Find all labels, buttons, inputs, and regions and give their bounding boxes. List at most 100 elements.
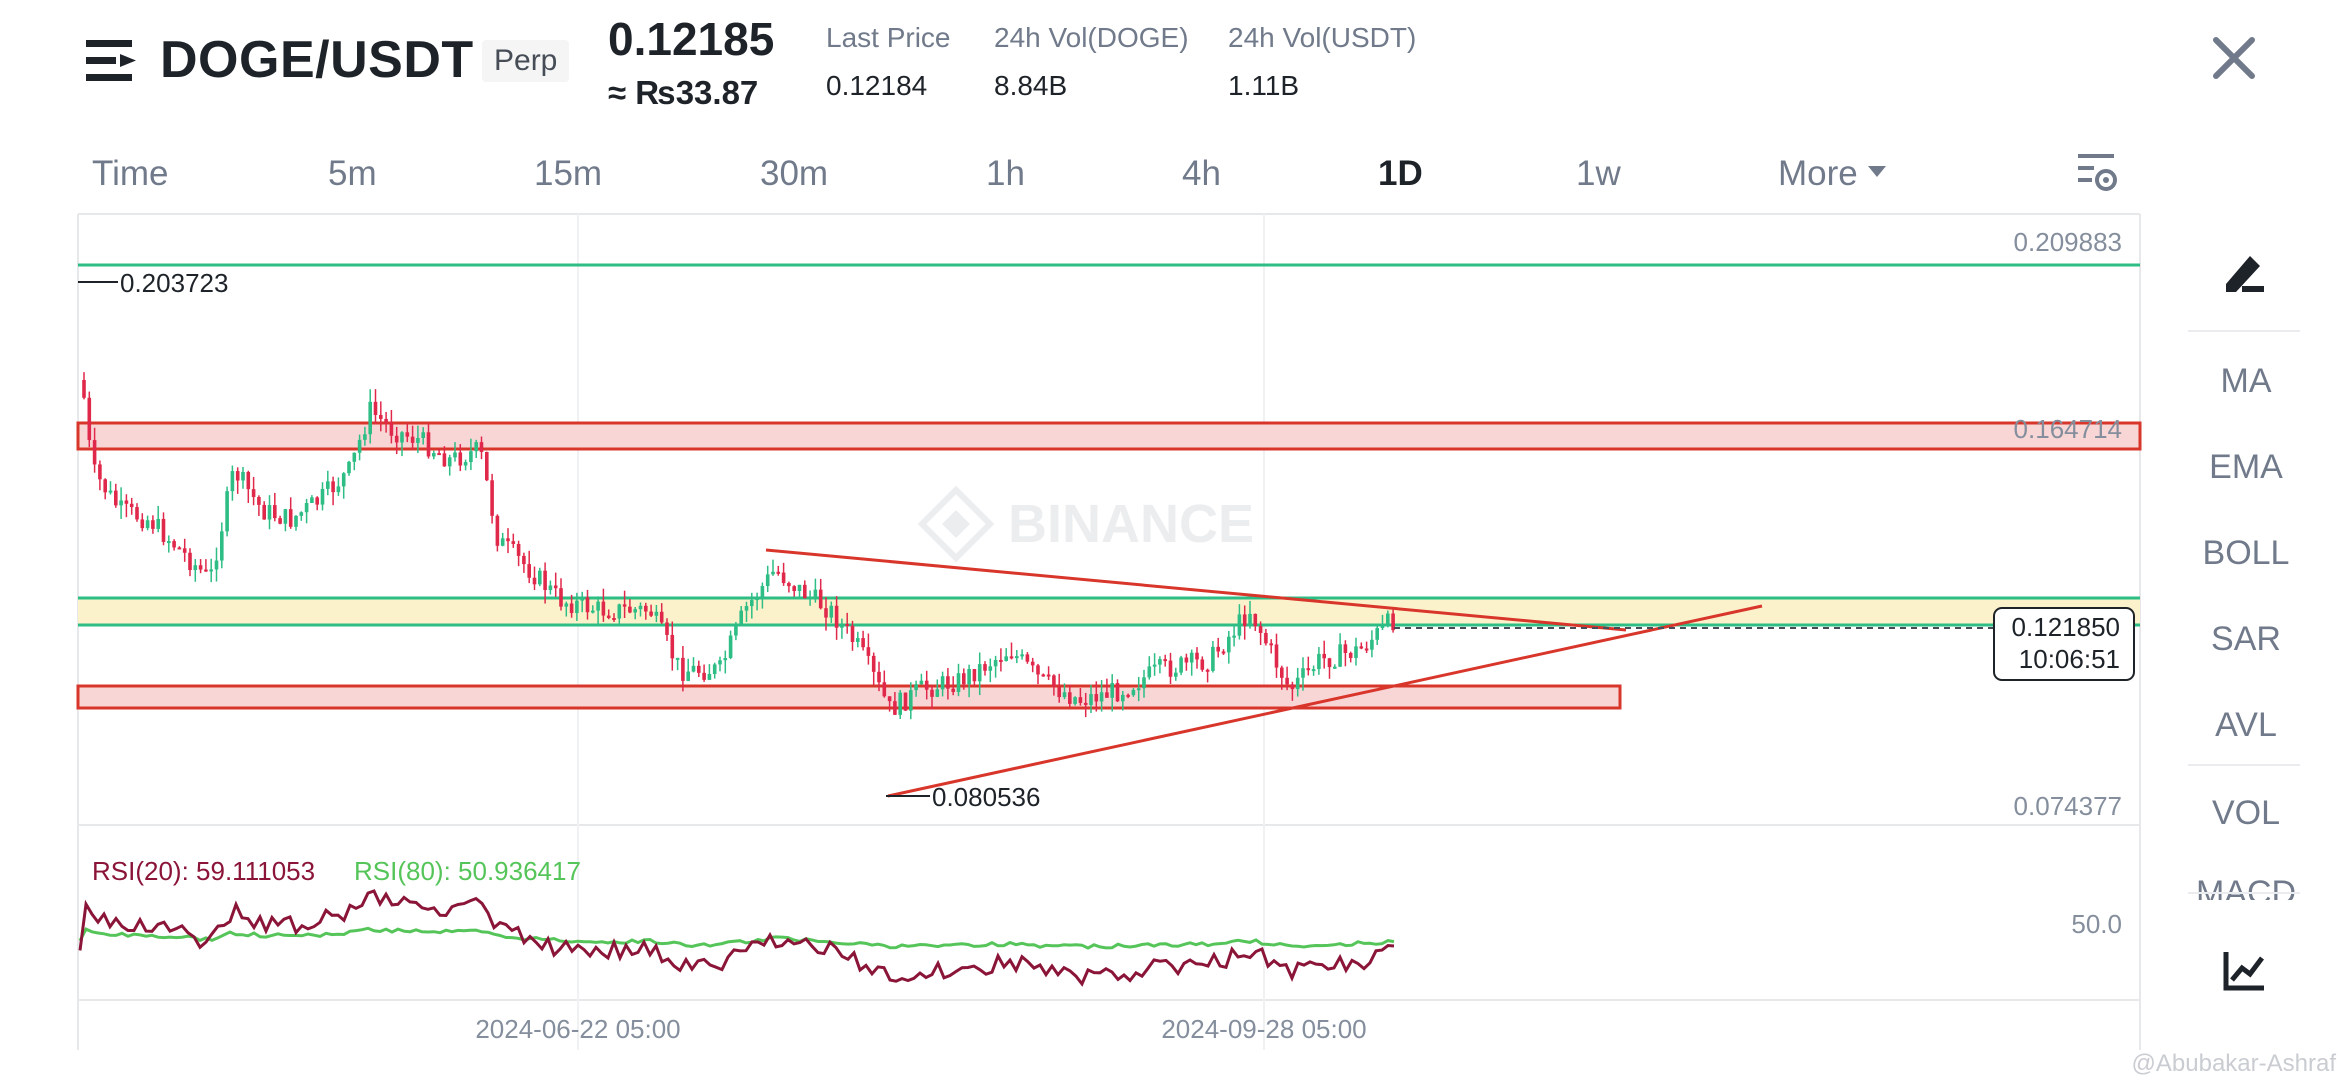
candle-body <box>1258 626 1263 633</box>
indicator-macd[interactable]: MACD <box>2195 874 2297 900</box>
stat-label: Last Price <box>826 22 951 53</box>
candle-body <box>543 570 547 591</box>
candle-body <box>1370 639 1374 650</box>
candle-body <box>1301 668 1305 678</box>
tab-30m[interactable]: 30m <box>760 154 829 193</box>
tab-4h[interactable]: 4h <box>1182 154 1221 193</box>
candle-body <box>760 586 765 598</box>
rsi80-label: RSI(80): 50.936417 <box>354 856 581 886</box>
candle-body <box>437 453 441 456</box>
candle-body <box>697 665 701 673</box>
candle-body <box>1174 672 1178 677</box>
candle-body <box>326 481 330 489</box>
stat-value: 1.11B <box>1228 70 1300 101</box>
candle-body <box>1131 689 1136 696</box>
candle-body <box>882 682 887 697</box>
candle-body <box>167 541 171 544</box>
candle-body <box>686 671 690 681</box>
candle-body <box>834 605 839 628</box>
axis-label-rsi-mid: 50.0 <box>2071 909 2122 939</box>
candle-body <box>532 577 537 585</box>
chart-type-icon[interactable] <box>2222 948 2266 992</box>
tab-15m[interactable]: 15m <box>534 154 603 193</box>
candle-body <box>670 634 675 659</box>
indicator-sar[interactable]: SAR <box>2211 620 2281 658</box>
candle-body <box>400 432 404 443</box>
tab-1h[interactable]: 1h <box>986 154 1025 193</box>
binance-logo-watermark: BINANCE <box>917 485 1254 563</box>
candle-body <box>421 432 425 439</box>
stat-last-price: Last Price 0.12184 <box>826 22 951 102</box>
candle-body <box>469 451 473 463</box>
candle-body <box>856 638 860 642</box>
draw-pen-icon[interactable] <box>2220 248 2268 296</box>
candle-body <box>1105 692 1109 698</box>
candle-body <box>1073 697 1077 704</box>
stat-24h-vol-doge: 24h Vol(DOGE) 8.84B <box>994 22 1189 102</box>
tab-1d[interactable]: 1D <box>1378 154 1423 193</box>
candle-body <box>723 657 728 661</box>
candle-body <box>1078 697 1083 703</box>
candle-body <box>129 503 134 508</box>
tab-5m[interactable]: 5m <box>328 154 377 193</box>
indicator-avl[interactable]: AVL <box>2215 706 2277 744</box>
toolbar-divider <box>2188 892 2300 894</box>
current-price-value: 0.121850 <box>2012 612 2120 642</box>
candle-body <box>1295 677 1300 690</box>
candle-body <box>145 520 150 529</box>
indicator-vol[interactable]: VOL <box>2211 794 2281 832</box>
candle-body <box>1004 656 1008 661</box>
candle-body <box>257 497 261 505</box>
candle-body <box>1052 675 1056 688</box>
candle-body <box>193 565 198 571</box>
candle-body <box>797 584 802 592</box>
candle-body <box>893 701 897 715</box>
candle-body <box>548 585 553 591</box>
indicator-boll[interactable]: BOLL <box>2202 534 2290 572</box>
indicator-ema[interactable]: EMA <box>2209 448 2283 486</box>
candle-body <box>1110 683 1114 698</box>
candle-body <box>659 611 664 623</box>
menu-icon[interactable] <box>84 36 140 86</box>
candle-body <box>924 680 929 690</box>
candle-body <box>787 583 791 587</box>
tab-time[interactable]: Time <box>92 154 169 193</box>
indicator-ma[interactable]: MA <box>2220 362 2272 400</box>
candle-body <box>1020 654 1024 657</box>
indicator-toolbar: MA EMA BOLL SAR AVL VOL MACD <box>2186 210 2306 1070</box>
candle-body <box>654 611 659 616</box>
tab-1w[interactable]: 1w <box>1576 154 1621 193</box>
candle-body <box>808 596 812 599</box>
tab-more[interactable]: More <box>1778 154 1886 194</box>
candle-body <box>1152 664 1157 667</box>
candle-body <box>940 676 945 690</box>
candle-body <box>1163 659 1167 662</box>
candle-body <box>909 690 913 711</box>
candle-body <box>1184 657 1189 663</box>
candle-body <box>299 512 304 516</box>
candle-body <box>538 570 542 585</box>
candle-body <box>267 505 272 520</box>
candle-body <box>691 665 696 672</box>
toolbar-divider <box>2188 764 2300 766</box>
candle-body <box>1015 656 1019 659</box>
close-icon[interactable] <box>2206 30 2262 86</box>
chart-settings-icon[interactable] <box>2076 150 2118 194</box>
candle-body <box>246 472 251 490</box>
axis-label-bottom: 0.074377 <box>2014 791 2122 821</box>
pair-title[interactable]: DOGE/USDT <box>160 31 474 89</box>
candle-body <box>82 380 86 398</box>
candle-body <box>500 538 505 546</box>
candle-body <box>447 457 452 467</box>
candle-body <box>453 452 457 458</box>
candle-body <box>977 664 982 682</box>
candle-body <box>1380 623 1385 629</box>
candlestick-chart[interactable]: BINANCE 0.203723 0.080536 0.209883 0.164… <box>0 210 2160 1070</box>
axis-label-mid: 0.164714 <box>2014 414 2122 444</box>
candle-body <box>649 611 653 616</box>
lower-zone <box>76 684 1622 710</box>
rsi20-label: RSI(20): 59.111053 <box>92 856 315 886</box>
candle-body <box>341 473 346 487</box>
candle-body <box>1264 632 1268 644</box>
candle-body <box>962 673 966 685</box>
